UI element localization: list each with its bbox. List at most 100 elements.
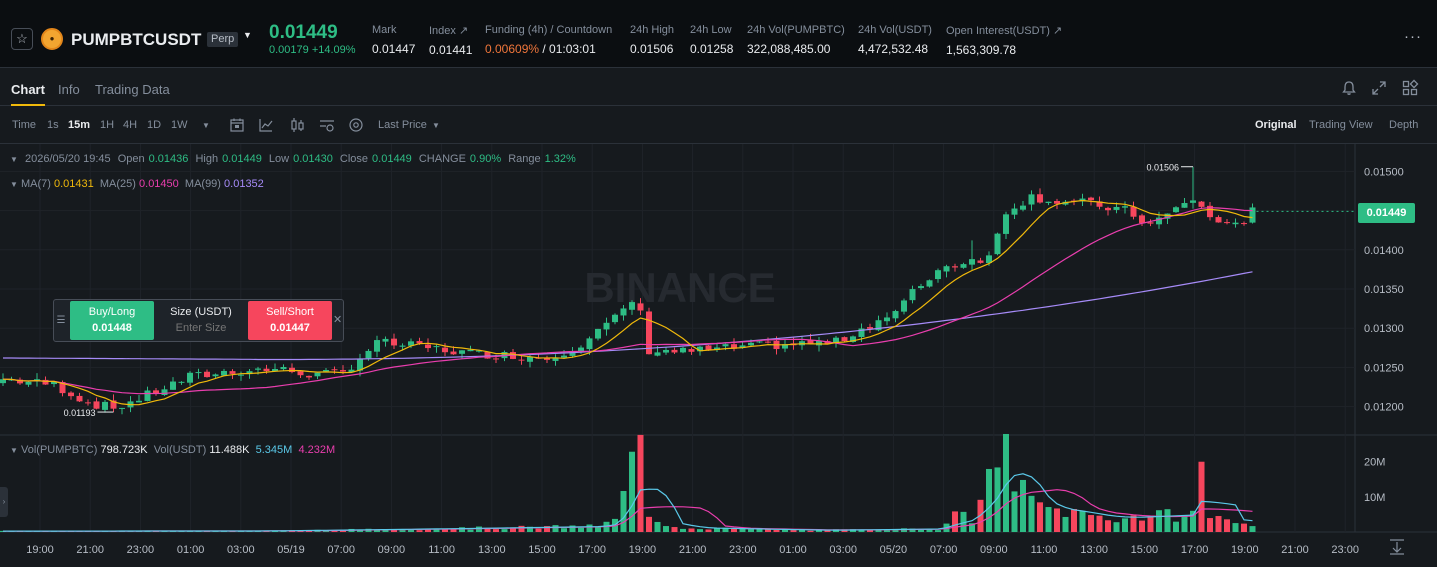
candle-body [926, 280, 933, 287]
volume-bar [731, 528, 737, 532]
candle-body [68, 392, 74, 397]
interval-1s[interactable]: 1s [47, 119, 59, 131]
volume-bar [884, 530, 890, 532]
time-tick-label: 05/19 [277, 544, 305, 556]
volume-bar [535, 528, 542, 532]
view-original[interactable]: Original [1255, 119, 1297, 131]
candle-body [306, 375, 312, 378]
vol-label: Vol(PUMPBTC) [20, 444, 98, 456]
stat-index[interactable]: Index ↗ 0.01441 [429, 24, 472, 57]
layout-grid-icon[interactable] [1401, 79, 1419, 97]
interval-1h[interactable]: 1H [100, 119, 115, 131]
tab-chart[interactable]: Chart [11, 82, 45, 106]
interval-dropdown-icon[interactable]: ▼ [202, 121, 210, 130]
expand-panel-icon[interactable]: › [0, 487, 8, 517]
stat-value: 0.01506 [630, 42, 674, 56]
favorite-star-icon[interactable]: ☆ [11, 28, 33, 50]
chevron-down-icon[interactable]: ▼ [10, 155, 18, 164]
candle-body [960, 264, 967, 268]
stat-open-interest[interactable]: Open Interest(USDT) ↗ 1,563,309.78 [946, 24, 1062, 57]
volume-bar [909, 528, 916, 532]
volume-bar [382, 530, 389, 532]
volume-bar [697, 529, 703, 532]
chart-axes: 0.01500 0.01450 0.01400 0.01350 0.01300 0.012… [26, 166, 1404, 556]
interval-1w[interactable]: 1W [171, 119, 188, 131]
interval-15m[interactable]: 15m [68, 119, 91, 131]
view-depth[interactable]: Depth [1389, 119, 1419, 131]
moving-averages [2, 199, 1253, 532]
view-trading-view[interactable]: Trading View [1309, 119, 1373, 131]
close-icon[interactable]: ✕ [333, 314, 343, 326]
more-options-icon[interactable]: ··· [1404, 28, 1422, 45]
settings-icon[interactable] [348, 117, 364, 133]
candle-body [76, 395, 83, 402]
ohlc-high: 0.01449 [222, 153, 262, 165]
time-tick-label: 09:00 [980, 544, 1008, 556]
volume-bar [799, 529, 805, 532]
tab-info[interactable]: Info [58, 82, 80, 97]
candle-body [433, 346, 440, 348]
time-tick-label: 23:00 [1331, 544, 1359, 556]
candle-body [765, 341, 771, 343]
candle-body [1139, 215, 1145, 224]
time-tick-label: 17:00 [578, 544, 606, 556]
volume-bar [1198, 461, 1205, 532]
volume-bar [790, 530, 797, 532]
candle-body [748, 342, 754, 346]
ma99-value: 0.01352 [224, 178, 264, 190]
stat-value: 0.01441 [429, 43, 473, 57]
volume-bar [960, 511, 967, 532]
volume-bar [1181, 515, 1188, 532]
volume-bar [391, 529, 397, 532]
price-change: 0.00179 +14.09% [269, 44, 356, 56]
volume-bar [748, 529, 754, 532]
candlestick-type-icon[interactable] [289, 117, 305, 133]
price-chart[interactable]: BINANCE 0.015000.014500.014000.013500.01… [0, 144, 1437, 567]
price-type-select[interactable]: Last Price ▼ [378, 119, 440, 131]
calendar-icon[interactable] [229, 117, 245, 133]
candle-body [1173, 207, 1179, 213]
candle-body [450, 351, 457, 355]
candle-body [348, 369, 355, 373]
stat-label: Funding (4h) / Countdown [485, 24, 613, 36]
price-tick-label: 0.01250 [1364, 362, 1404, 374]
candle-body [119, 407, 125, 409]
time-tick-label: 23:00 [127, 544, 155, 556]
fullscreen-icon[interactable] [1370, 79, 1388, 97]
candle-body [705, 345, 712, 350]
interval-1d[interactable]: 1D [147, 119, 162, 131]
candle-body [51, 381, 57, 385]
funding-countdown: / 01:03:01 [539, 42, 596, 56]
symbol-name[interactable]: PUMPBTCUSDT [71, 30, 202, 49]
time-tick-label: 17:00 [1181, 544, 1209, 556]
candle-body [476, 350, 482, 352]
candle-body [1215, 217, 1222, 223]
size-input[interactable] [161, 322, 241, 334]
time-tick-label: 11:00 [428, 544, 455, 556]
price-tick-label: 0.01300 [1364, 323, 1404, 335]
indicators-icon[interactable] [319, 117, 335, 133]
buy-long-button[interactable]: Buy/Long 0.01448 [70, 301, 154, 340]
interval-time[interactable]: Time [12, 119, 37, 131]
bell-icon[interactable] [1340, 79, 1358, 97]
drag-handle-icon[interactable]: ☰ [56, 315, 66, 326]
interval-4h[interactable]: 4H [123, 119, 138, 131]
sell-short-button[interactable]: Sell/Short 0.01447 [248, 301, 332, 340]
candle-body [756, 341, 763, 343]
volume-bar [357, 530, 363, 532]
watermark: BINANCE [584, 264, 775, 311]
stat-value: 0.01258 [690, 42, 734, 56]
candle-body [1241, 223, 1247, 225]
chevron-down-icon[interactable]: ▼ [10, 180, 18, 189]
candle-body [909, 289, 916, 301]
time-tick-label: 23:00 [729, 544, 757, 556]
volume-bar [1096, 515, 1103, 532]
chevron-down-icon[interactable]: ▼ [10, 446, 18, 455]
candle-body [569, 351, 576, 356]
volume-bar [399, 530, 406, 532]
line-chart-icon[interactable] [258, 117, 274, 133]
symbol-dropdown-icon[interactable]: ▼ [243, 30, 252, 40]
candle-body [1105, 207, 1111, 211]
tab-trading-data[interactable]: Trading Data [95, 82, 170, 97]
time-tick-label: 13:00 [478, 544, 506, 556]
